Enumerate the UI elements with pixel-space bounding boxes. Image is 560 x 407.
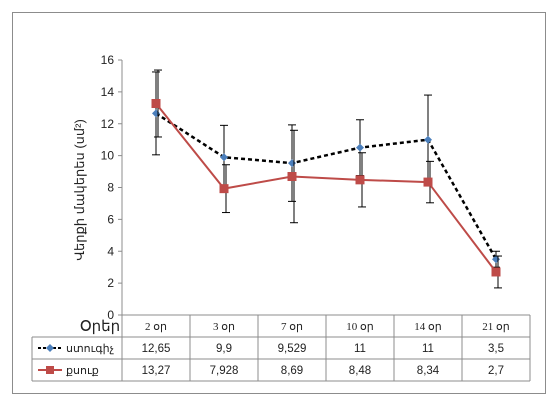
data-point [219, 184, 229, 194]
table-cell-value: 9,529 [278, 343, 307, 355]
category-label: 2 օր [145, 321, 167, 333]
data-point [355, 175, 365, 185]
legend-key-marker [46, 344, 54, 352]
y-tick-label: 10 [101, 149, 115, 163]
legend-label: քսուք [66, 365, 99, 377]
table-cell-value: 3,5 [488, 343, 504, 355]
y-axis-label: Վերքի մակերես (սմ²) [72, 119, 87, 261]
table-cell-value: 8,69 [281, 365, 303, 377]
table-cell-value: 12,65 [142, 343, 171, 355]
y-tick-label: 0 [107, 308, 114, 322]
chart-frame [12, 12, 546, 394]
table-cell-value: 7,928 [210, 365, 239, 377]
y-tick-label: 16 [101, 53, 115, 67]
data-point [288, 159, 296, 168]
series-line [155, 102, 497, 273]
data-table: 2 օր 3 օր 7 օր 10 օր 14 օր 21 օր ստուգիչ 12,65 9… [31, 314, 531, 382]
table-cell-value: 13,27 [142, 365, 171, 377]
category-label: 3 օր [213, 321, 235, 333]
table-cell-value: 8,48 [349, 365, 371, 377]
table-cell-value: 9,9 [216, 343, 232, 355]
x-axis-label: Օրեր [80, 318, 120, 335]
table-cell-value: 11 [422, 343, 434, 355]
axes [118, 59, 530, 316]
y-tick-label: 2 [107, 276, 114, 290]
y-tick-label: 14 [101, 85, 115, 99]
data-point [424, 135, 432, 144]
table-cell-value: 2,7 [488, 365, 504, 377]
table-cell-value: 11 [354, 343, 366, 355]
y-tick-label: 4 [107, 244, 114, 258]
data-point [491, 267, 501, 277]
legend-key-marker [46, 366, 54, 374]
y-tick-label: 6 [107, 212, 114, 226]
y-tick-label: 12 [101, 117, 115, 131]
data-point [151, 99, 161, 109]
series-layer [151, 69, 502, 289]
legend-label: ստուգիչ [66, 343, 115, 355]
data-point [287, 172, 297, 182]
table-cell-value: 8,34 [417, 365, 440, 377]
category-label: 21 օր [482, 321, 509, 333]
category-label: 10 օր [346, 321, 373, 333]
data-point [356, 143, 364, 152]
data-point [423, 177, 433, 187]
series-line [155, 112, 498, 260]
y-tick-label: 8 [107, 181, 114, 195]
y-tick-labels: 0 2 4 6 8 10 12 14 16 [101, 53, 115, 322]
category-label: 14 օր [414, 321, 441, 333]
category-label: 7 օր [281, 321, 303, 333]
data-point [220, 153, 228, 162]
